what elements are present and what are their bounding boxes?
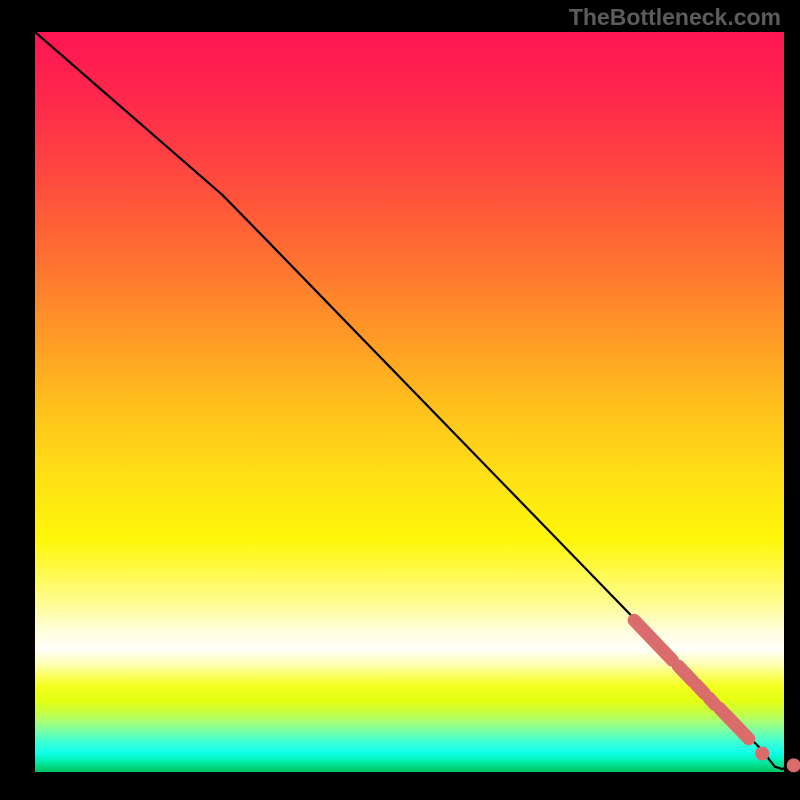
highlight-dot (755, 747, 769, 761)
highlight-segment (709, 698, 715, 705)
chart-stage: TheBottleneck.com (0, 0, 800, 800)
chart-svg (35, 32, 784, 772)
plot-area (35, 32, 784, 772)
watermark-label: TheBottleneck.com (569, 4, 781, 31)
highlight-segment (696, 685, 704, 694)
highlight-dot (787, 758, 800, 772)
